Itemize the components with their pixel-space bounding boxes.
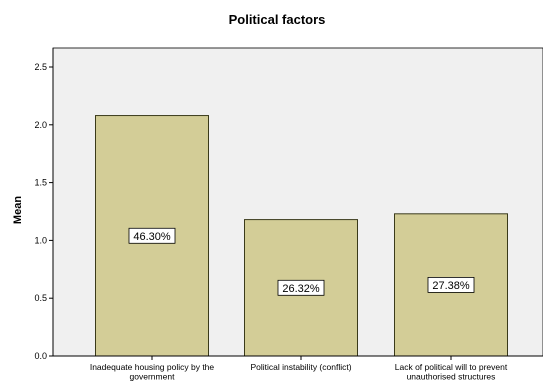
y-tick-label: 2.0 <box>34 120 47 130</box>
x-tick-label-line: unauthorised structures <box>407 372 496 382</box>
x-tick-label: Political instability (conflict) <box>250 362 351 372</box>
y-axis-title: Mean <box>12 196 24 224</box>
x-tick-label-line: Lack of political will to prevent <box>395 362 508 372</box>
data-label: 26.32% <box>282 283 320 295</box>
x-tick-label-line: Inadequate housing policy by the <box>90 362 215 372</box>
data-label-box <box>277 279 325 296</box>
y-axis: 0.0 0.5 1.0 1.5 2.0 2.5 <box>34 48 54 361</box>
x-tick-label-line: government <box>130 372 176 382</box>
chart-title: Political factors <box>229 12 326 27</box>
data-label: 46.30% <box>133 231 171 243</box>
y-tick-label: 1.0 <box>34 235 47 245</box>
y-tick-label: 1.5 <box>34 178 47 188</box>
data-label: 27.38% <box>432 280 470 292</box>
x-tick-label: Inadequate housing policy by the governme… <box>90 362 215 382</box>
x-axis: Inadequate housing policy by the governme… <box>53 355 543 382</box>
x-tick-label-line: Political instability (conflict) <box>250 362 351 372</box>
y-tick-label: 0.5 <box>34 293 47 303</box>
data-label-box <box>427 277 475 293</box>
x-tick-label: Lack of political will to prevent unautho… <box>395 362 508 382</box>
bars-group: 46.30% 26.32% 27.38% <box>95 115 508 357</box>
y-tick-label: 2.5 <box>34 62 47 72</box>
y-tick-label: 0.0 <box>34 351 47 361</box>
data-label-box <box>128 227 176 244</box>
